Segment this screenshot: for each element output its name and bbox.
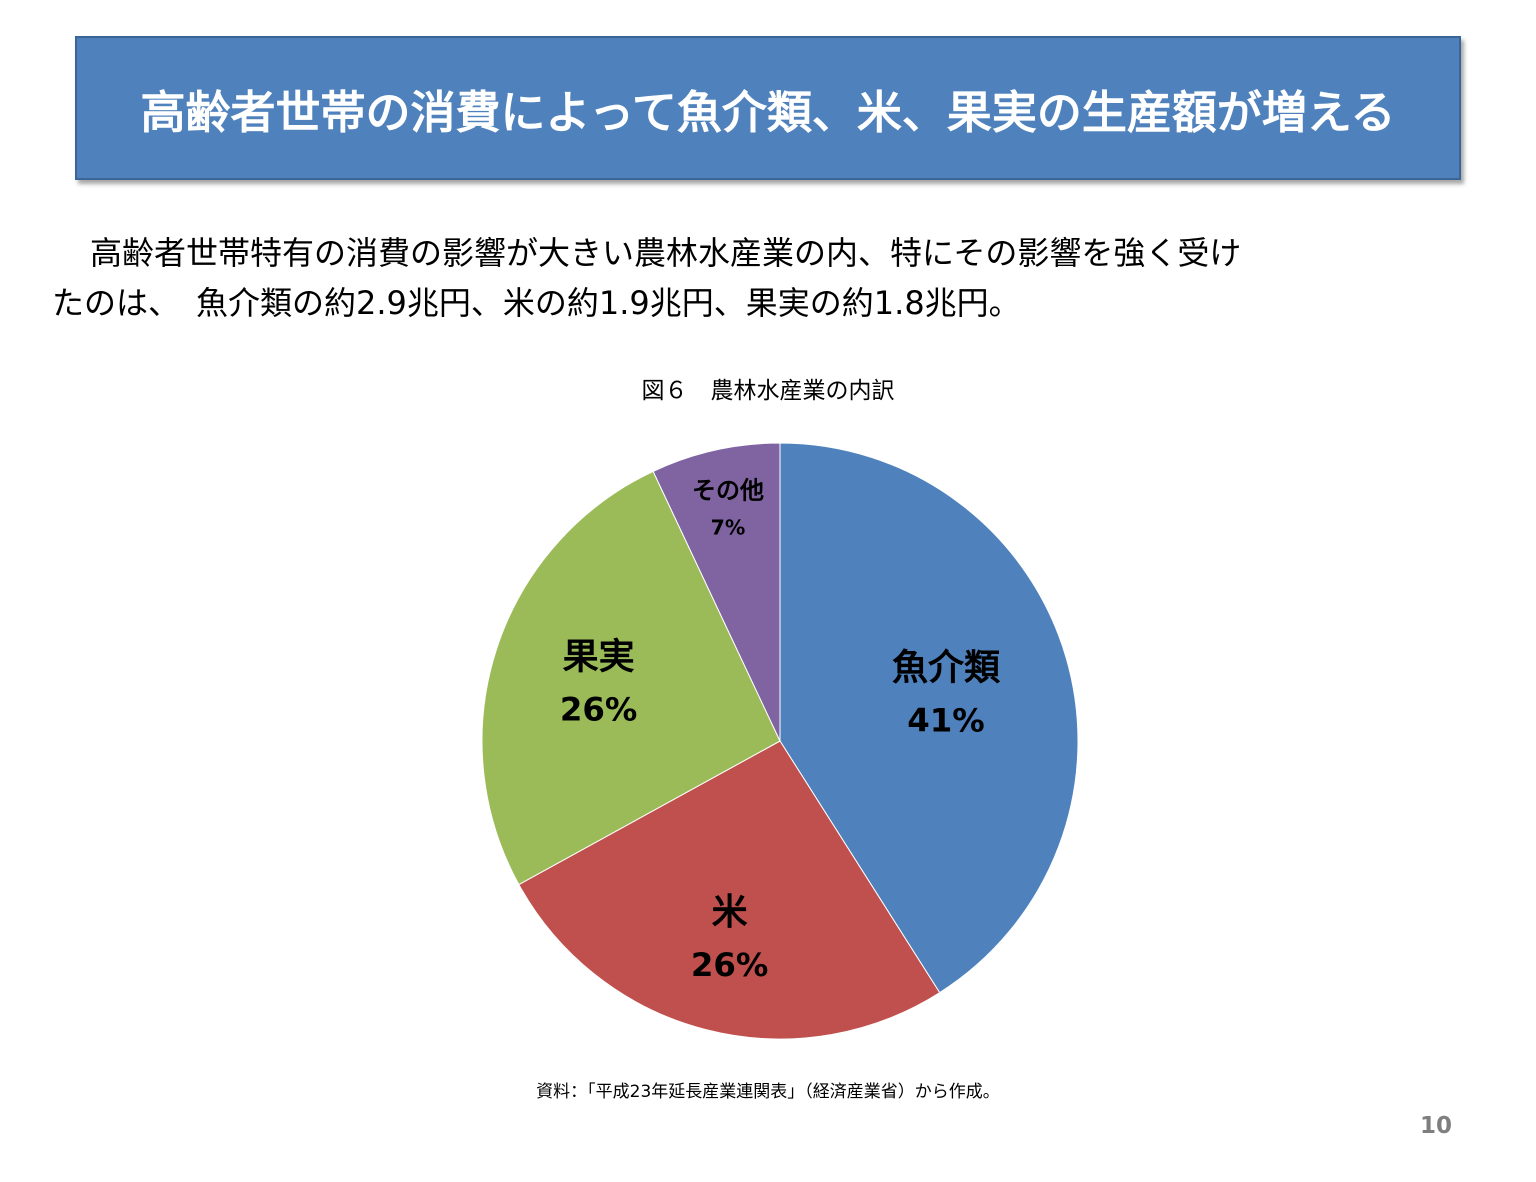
slice-category-label: 魚介類 — [892, 647, 1001, 688]
slice-category-label: 果実 — [563, 637, 635, 678]
slice-category-label: 米 — [712, 892, 748, 933]
slice-value-label: 26% — [691, 946, 769, 984]
slice-value-label: 26% — [560, 691, 638, 729]
source-note: 資料：「平成23年延長産業連関表」（経済産業省）から作成。 — [536, 1082, 1000, 1102]
pie-slice — [518, 740, 941, 1040]
slide-title: 高齢者世帯の消費によって魚介類、米、果実の生産額が増える — [140, 85, 1396, 139]
body-line-1: 高齢者世帯特有の消費の影響が大きい農林水産業の内、特にその影響を強く受け — [90, 234, 1242, 272]
pie-slice — [652, 442, 781, 742]
chart-title: 図６ 農林水産業の内訳 — [641, 378, 895, 404]
slice-value-label: 7% — [711, 516, 746, 540]
body-line-2: たのは、 魚介類の約2.9兆円、米の約1.9兆円、果実の約1.8兆円。 — [52, 284, 1021, 322]
body-paragraph: 高齢者世帯特有の消費の影響が大きい農林水産業の内、特にその影響を強く受け たのは… — [52, 228, 1472, 328]
page-number: 10 — [1419, 1113, 1452, 1139]
title-banner: 高齢者世帯の消費によって魚介類、米、果実の生産額が増える — [75, 36, 1461, 180]
pie-slice — [481, 470, 781, 886]
pie-slice — [779, 442, 1079, 994]
slice-category-label: その他 — [692, 477, 764, 505]
slice-value-label: 41% — [907, 701, 985, 739]
